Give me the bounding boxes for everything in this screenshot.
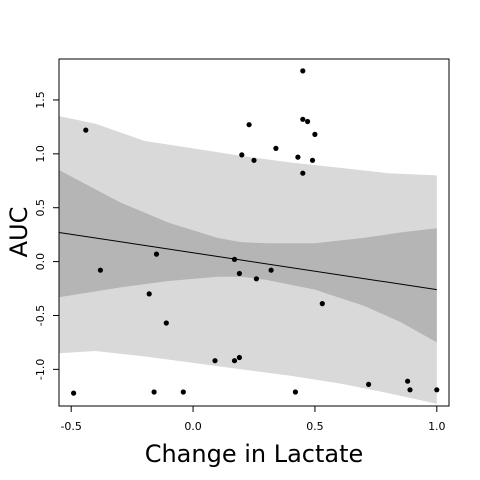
regression-line — [58, 232, 437, 291]
data-point — [231, 256, 238, 262]
data-point — [97, 267, 103, 273]
data-point — [434, 387, 440, 393]
data-point — [295, 154, 301, 160]
data-point — [163, 320, 169, 326]
data-point — [153, 251, 160, 257]
data-point — [151, 389, 157, 395]
y-tick-label: -1.0 — [34, 359, 47, 380]
bands-layer — [59, 116, 437, 404]
y-tick-label: 0.5 — [34, 199, 47, 217]
data-point — [236, 354, 242, 361]
data-point — [246, 122, 252, 128]
data-point — [251, 157, 257, 163]
data-point — [300, 116, 306, 122]
data-point — [300, 68, 306, 74]
data-point — [83, 127, 89, 133]
y-tick-label: -0.5 — [34, 305, 47, 326]
data-point — [212, 358, 218, 364]
data-point — [180, 389, 186, 395]
x-tick-label: -0.5 — [60, 420, 81, 433]
data-point — [312, 131, 318, 137]
data-points — [71, 68, 440, 396]
y-axis-title: AUC — [5, 207, 33, 258]
data-point — [292, 389, 298, 395]
data-point — [239, 152, 245, 158]
data-point — [268, 267, 274, 273]
x-axis-title: Change in Lactate — [145, 440, 364, 468]
y-axis: -1.0 -0.5 0.0 0.5 1.0 1.5 — [34, 91, 59, 380]
data-point — [405, 378, 411, 384]
x-tick-label: 1.0 — [428, 420, 446, 433]
y-tick-label: 1.0 — [34, 145, 47, 163]
data-point — [71, 390, 77, 396]
data-point — [366, 381, 372, 387]
plot-frame — [58, 58, 450, 407]
y-tick-label: 0.0 — [34, 253, 47, 271]
data-point — [231, 358, 238, 364]
confidence-band — [59, 170, 437, 343]
x-tick-label: 0.5 — [306, 420, 324, 433]
y-tick-label: 1.5 — [34, 91, 47, 109]
x-tick-label: 0.0 — [184, 420, 202, 433]
data-point — [273, 145, 279, 151]
data-point — [407, 387, 413, 393]
data-point — [319, 301, 325, 307]
data-point — [305, 118, 311, 125]
data-point — [309, 157, 316, 163]
data-point — [146, 291, 152, 297]
data-point — [236, 270, 242, 277]
data-point — [300, 170, 306, 176]
data-point — [253, 276, 259, 282]
x-axis: -0.5 0.0 0.5 1.0 — [60, 406, 446, 433]
